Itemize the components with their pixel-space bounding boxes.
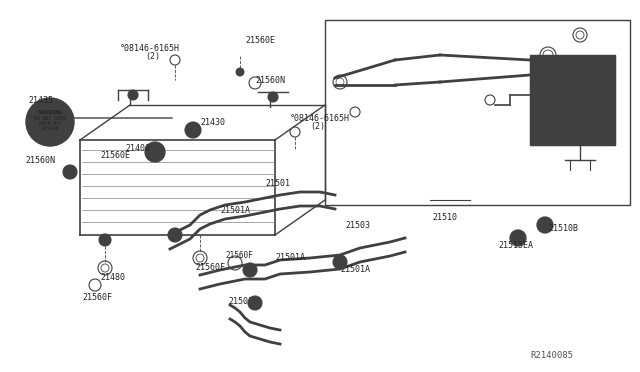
- Text: 21501A: 21501A: [228, 298, 258, 307]
- Circle shape: [333, 255, 347, 269]
- Circle shape: [510, 230, 526, 246]
- Text: 21435: 21435: [28, 96, 53, 105]
- Text: 21560E: 21560E: [245, 35, 275, 45]
- Bar: [530, 55, 615, 145]
- Text: 21430: 21430: [200, 118, 225, 126]
- Text: 21501A: 21501A: [220, 205, 250, 215]
- Text: DO NOT OPEN: DO NOT OPEN: [34, 115, 66, 121]
- Bar: [325, 20, 630, 205]
- Text: 21400: 21400: [125, 144, 150, 153]
- Circle shape: [268, 92, 278, 102]
- Circle shape: [63, 165, 77, 179]
- Bar: [530, 55, 615, 145]
- Text: 21560N: 21560N: [25, 155, 55, 164]
- Text: 21560E: 21560E: [100, 151, 130, 160]
- Text: 21560F: 21560F: [82, 292, 112, 301]
- Circle shape: [145, 142, 165, 162]
- Text: R2140085: R2140085: [530, 350, 573, 359]
- Text: 21480: 21480: [100, 273, 125, 282]
- Text: WARNING: WARNING: [38, 109, 61, 115]
- Text: 21510B: 21510B: [548, 224, 578, 232]
- Circle shape: [248, 296, 262, 310]
- Text: NISSAN: NISSAN: [42, 125, 59, 131]
- Text: 21515EA: 21515EA: [498, 241, 533, 250]
- Text: 21501A: 21501A: [340, 266, 370, 275]
- Text: 21560F: 21560F: [225, 250, 253, 260]
- Text: 21501A: 21501A: [275, 253, 305, 263]
- Circle shape: [513, 233, 523, 243]
- Text: 21510: 21510: [432, 212, 457, 221]
- Text: WHEN HOT: WHEN HOT: [38, 121, 61, 125]
- Text: °08146-6165H: °08146-6165H: [120, 44, 180, 52]
- Text: °08146-6165H: °08146-6165H: [290, 113, 350, 122]
- Circle shape: [128, 90, 138, 100]
- Circle shape: [26, 98, 74, 146]
- Circle shape: [99, 234, 111, 246]
- Text: 21560N: 21560N: [255, 76, 285, 84]
- Text: (2): (2): [145, 51, 160, 61]
- Circle shape: [168, 228, 182, 242]
- Text: 21503: 21503: [345, 221, 370, 230]
- Circle shape: [540, 220, 550, 230]
- Circle shape: [243, 263, 257, 277]
- Circle shape: [236, 68, 244, 76]
- Text: (2): (2): [310, 122, 325, 131]
- Text: 21501: 21501: [265, 179, 290, 187]
- Text: 21560F: 21560F: [195, 263, 225, 273]
- Circle shape: [537, 217, 553, 233]
- Circle shape: [185, 122, 201, 138]
